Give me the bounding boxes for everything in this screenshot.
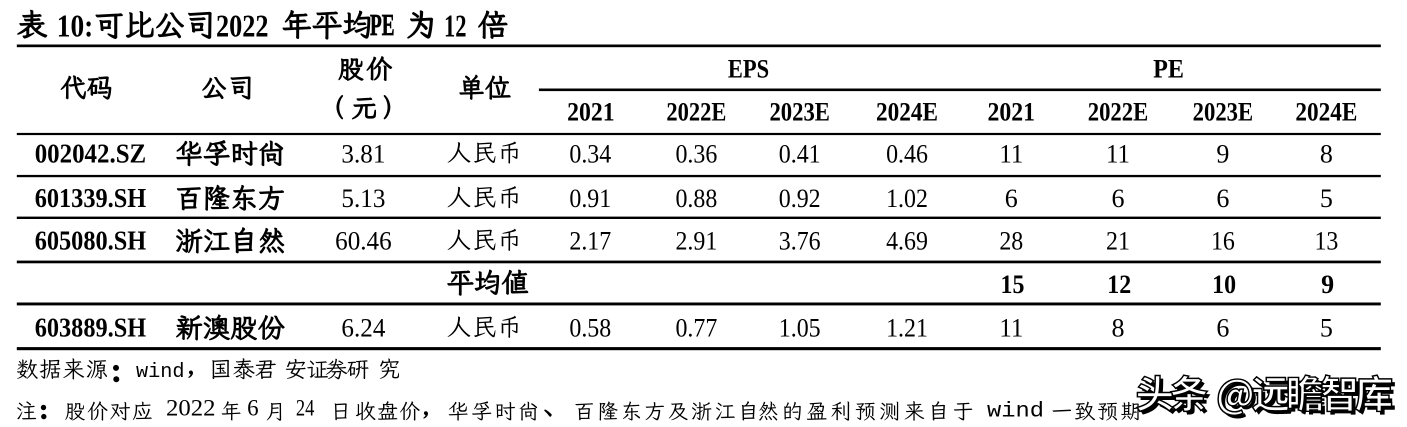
svg-text:002042.SZ: 002042.SZ [35,138,147,168]
svg-text:9: 9 [1321,270,1334,299]
svg-text:0.41: 0.41 [779,139,821,168]
svg-text:2022E: 2022E [1088,98,1149,127]
svg-text:1.21: 1.21 [886,314,928,343]
svg-text:wind: wind [136,361,185,384]
svg-text:5.13: 5.13 [341,184,385,213]
svg-text:2021: 2021 [567,98,615,127]
svg-text:1.02: 1.02 [886,184,928,213]
svg-text:0.46: 0.46 [886,139,928,168]
svg-text:0.92: 0.92 [779,184,821,213]
svg-text:603889.SH: 603889.SH [35,313,147,343]
svg-text:2021: 2021 [988,98,1036,127]
svg-text:8: 8 [1112,314,1125,343]
svg-text:0.58: 0.58 [569,314,611,343]
svg-text:2023E: 2023E [769,98,830,127]
svg-text:11: 11 [999,314,1023,343]
svg-text:5: 5 [1320,184,1333,213]
svg-text:8: 8 [1320,139,1333,168]
svg-text:0.91: 0.91 [569,184,611,213]
svg-text:3.76: 3.76 [779,227,821,256]
svg-text:21: 21 [1106,227,1130,256]
svg-text:6.24: 6.24 [341,314,385,343]
svg-text:10:: 10: [57,8,94,44]
svg-text:24: 24 [296,395,315,420]
svg-text:0.34: 0.34 [569,139,611,168]
svg-text:6: 6 [247,395,259,420]
svg-text:0.77: 0.77 [675,314,717,343]
svg-text:6: 6 [1216,184,1229,213]
svg-text:10: 10 [1212,270,1236,299]
svg-text:11: 11 [1106,139,1130,168]
svg-text:2022: 2022 [216,8,269,44]
svg-text:3.81: 3.81 [341,139,385,168]
svg-text:2022E: 2022E [666,98,726,127]
svg-text:0.36: 0.36 [675,139,717,168]
svg-text:13: 13 [1314,227,1338,256]
svg-text:4.69: 4.69 [886,227,928,256]
svg-text:6: 6 [1112,184,1125,213]
svg-text:6: 6 [1005,184,1018,213]
svg-text:0.88: 0.88 [675,184,717,213]
svg-text:605080.SH: 605080.SH [35,226,147,256]
svg-text:16: 16 [1211,227,1235,256]
svg-text:wind: wind [987,401,1044,424]
svg-text:11: 11 [999,139,1023,168]
svg-text:601339.SH: 601339.SH [35,183,147,213]
svg-text:2.17: 2.17 [569,227,611,256]
svg-text:PE: PE [1153,55,1184,84]
svg-text:2024E: 2024E [876,98,938,127]
svg-text:5: 5 [1320,314,1333,343]
svg-text:EPS: EPS [728,55,769,84]
svg-text:2023E: 2023E [1193,98,1254,127]
svg-text:12: 12 [444,8,467,44]
svg-text:15: 15 [1001,270,1025,299]
svg-text:PE: PE [370,7,395,42]
svg-text:1.05: 1.05 [779,314,821,343]
svg-text:2024E: 2024E [1295,98,1357,127]
svg-text:2022: 2022 [166,395,216,420]
svg-text:12: 12 [1107,270,1131,299]
svg-text:2.91: 2.91 [675,227,717,256]
svg-text:6: 6 [1216,314,1229,343]
svg-text:28: 28 [999,227,1023,256]
svg-text:9: 9 [1216,139,1229,168]
svg-text:60.46: 60.46 [335,227,392,256]
